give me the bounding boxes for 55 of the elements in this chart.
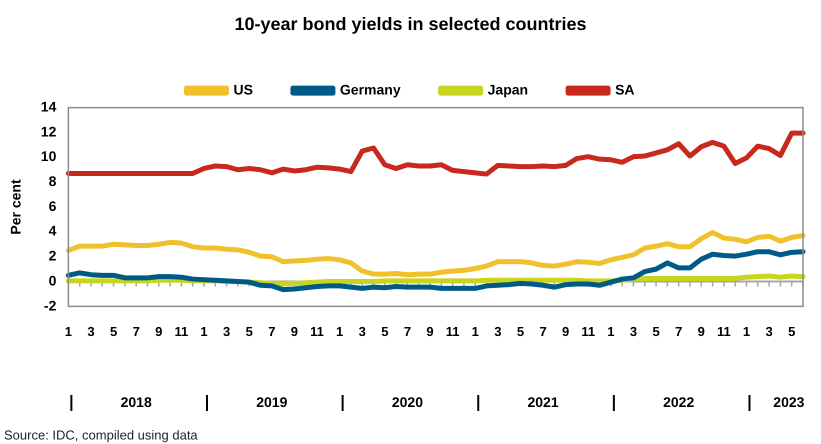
y-tick-label: 4 (48, 222, 57, 239)
y-axis-title: Per cent (7, 179, 24, 235)
x-tick-label: 7 (675, 324, 682, 339)
legend-label: SA (615, 81, 635, 98)
x-tick-label: 11 (446, 324, 460, 339)
legend-label: Germany (340, 81, 401, 98)
x-tick-label: 9 (698, 324, 705, 339)
x-tick-label: 5 (110, 324, 118, 339)
legend-label: Japan (488, 81, 528, 98)
x-tick-label: 9 (290, 324, 298, 339)
x-tick-label: 3 (494, 324, 502, 339)
text: 2019 (256, 394, 288, 410)
x-tick-label: 1 (742, 324, 750, 339)
x-tick-label: 5 (788, 324, 796, 339)
x-tick-label: 9 (155, 324, 162, 339)
chart-title: 10-year bond yields in selected countries (234, 14, 587, 34)
y-tick-label: 10 (40, 148, 57, 164)
text: 2020 (392, 394, 424, 410)
x-tick-label: 9 (562, 324, 570, 339)
x-tick-label: 1 (607, 324, 614, 339)
y-tick-label: -2 (44, 297, 57, 314)
x-tick-label: 3 (87, 324, 95, 339)
y-tick-label: 2 (48, 248, 57, 264)
x-tick-label: 5 (516, 324, 524, 339)
legend-label: US (233, 81, 253, 98)
text: 2021 (527, 394, 559, 410)
x-tick-label: 7 (404, 324, 412, 339)
x-tick-label: 3 (358, 324, 366, 339)
source-note: Source: IDC, compiled using data (4, 428, 198, 443)
text: 2022 (663, 394, 694, 410)
text: 2018 (120, 394, 152, 410)
x-tick-label: 11 (174, 324, 188, 339)
y-tick-label: 14 (40, 98, 57, 114)
x-tick-label: 5 (246, 324, 253, 339)
x-tick-label: 7 (268, 324, 276, 339)
text: 2023 (773, 394, 805, 410)
x-tick-label: 7 (539, 324, 547, 339)
x-tick-label: 5 (652, 324, 660, 339)
x-tick-label: 11 (717, 324, 731, 339)
x-tick-label: 11 (581, 324, 596, 339)
x-tick-label: 1 (336, 324, 344, 339)
y-tick-label: 0 (48, 272, 57, 288)
x-tick-label: 9 (426, 324, 434, 339)
x-tick-label: 3 (630, 324, 638, 339)
y-tick-label: 12 (40, 123, 57, 140)
x-tick-label: 7 (132, 324, 140, 339)
x-tick-label: 1 (472, 324, 479, 339)
x-tick-label: 1 (200, 324, 208, 339)
x-tick-label: 3 (222, 324, 230, 339)
y-tick-label: 8 (48, 173, 57, 190)
x-tick-label: 5 (381, 324, 388, 339)
y-tick-label: 6 (48, 198, 57, 214)
x-tick-label: 11 (310, 324, 324, 339)
x-tick-label: 3 (765, 324, 773, 339)
x-tick-label: 1 (64, 324, 72, 339)
